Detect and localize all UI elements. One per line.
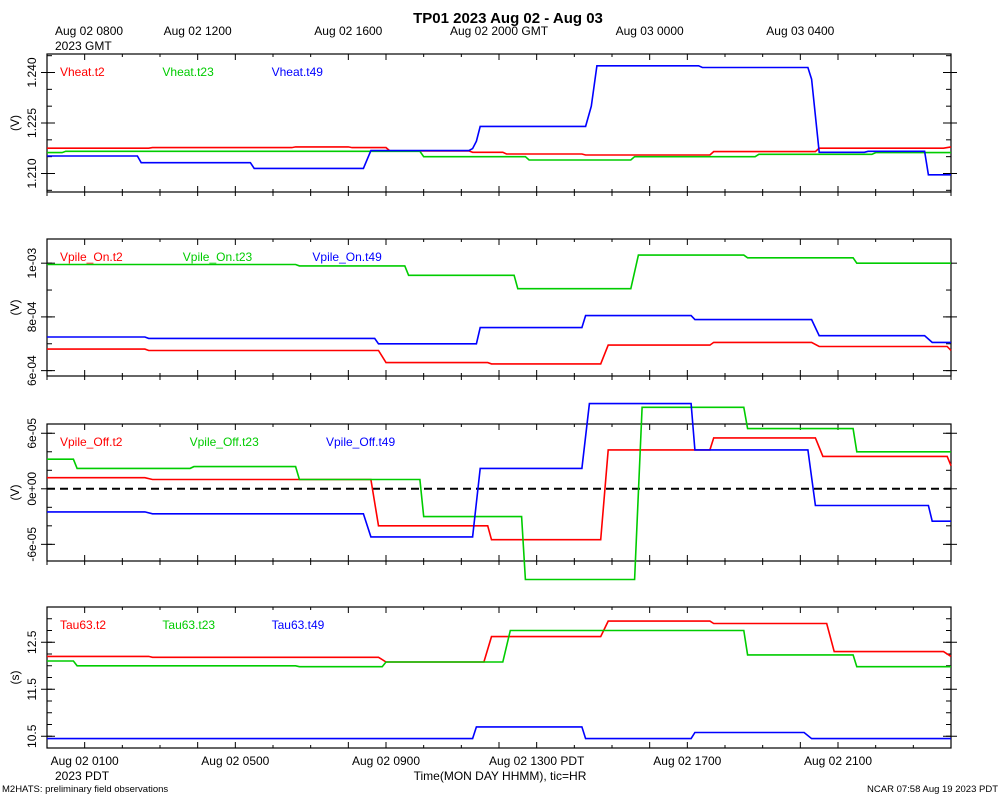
y-tick-label: 11.5 bbox=[25, 678, 39, 701]
series-line-vpile-off-t49 bbox=[47, 402, 951, 538]
series-line-tau63-t2 bbox=[47, 620, 952, 663]
bottom-axis-tick-label: Aug 02 2100 bbox=[804, 754, 872, 768]
y-tick-label: 1.240 bbox=[25, 57, 39, 87]
series-line-vheat-t2 bbox=[47, 146, 952, 156]
legend-entry: Vpile_Off.t23 bbox=[190, 435, 259, 449]
series-line-vpile-on-t2 bbox=[47, 341, 952, 365]
top-axis-tick-label: Aug 02 0800 bbox=[55, 24, 123, 38]
bottom-axis-tick-label: Aug 02 1300 PDT bbox=[489, 754, 585, 768]
series-line-tau63-t49 bbox=[47, 726, 951, 740]
legend-entry: Vpile_On.t2 bbox=[60, 250, 123, 264]
top-axis-tz-label: 2023 GMT bbox=[55, 39, 112, 53]
legend-entry: Vpile_Off.t49 bbox=[326, 435, 395, 449]
panels-group: Aug 02 0800 Aug 02 1200 Aug 02 1600 Aug 02 … bbox=[8, 24, 957, 768]
x-axis-label: Time(MON DAY HHMM), tic=HR bbox=[414, 769, 587, 783]
top-axis-tick-label: Aug 02 1200 bbox=[164, 24, 232, 38]
legend-entry: Vpile_Off.t2 bbox=[60, 435, 123, 449]
legend-entry: Tau63.t49 bbox=[272, 618, 325, 632]
series-line-vpile-on-t23 bbox=[47, 254, 951, 290]
y-tick-label: 1e-03 bbox=[25, 248, 39, 279]
y-tick-label: 6e-04 bbox=[25, 355, 39, 386]
bottom-axis-tz-label: 2023 PDT bbox=[55, 769, 110, 783]
y-tick-label: 0e+00 bbox=[25, 472, 39, 506]
legend-entry: Vpile_On.t49 bbox=[312, 250, 382, 264]
y-tick-label: 1.225 bbox=[25, 108, 39, 138]
series-line-vpile-on-t49 bbox=[47, 314, 951, 345]
top-axis-tick-label: Aug 02 2000 GMT bbox=[450, 24, 549, 38]
bottom-axis-tick-label: Aug 02 0900 bbox=[352, 754, 420, 768]
y-tick-label: -6e-05 bbox=[25, 527, 39, 562]
footer-left-note: M2HATS: preliminary field observations bbox=[2, 784, 168, 795]
legend-entry: Vpile_On.t23 bbox=[183, 250, 253, 264]
legend-entry: Tau63.t2 bbox=[60, 618, 106, 632]
series-line-vpile-off-t2 bbox=[47, 437, 952, 541]
bottom-axis-tick-label: Aug 02 0500 bbox=[201, 754, 269, 768]
series-line-tau63-t23 bbox=[47, 629, 951, 668]
bottom-axis-tick-label: Aug 02 1700 bbox=[653, 754, 721, 768]
y-tick-label: 6e-05 bbox=[25, 418, 39, 449]
bottom-axis-tick-label: Aug 02 0100 bbox=[51, 754, 119, 768]
legend-entry: Vheat.t2 bbox=[60, 65, 105, 79]
y-tick-label: 12.5 bbox=[25, 630, 39, 654]
y-axis-label: (V) bbox=[8, 115, 22, 131]
panel-vheat: 1.210 1.225 1.240 (V) Vheat.t2 Vheat.t23 Vheat… bbox=[8, 53, 957, 196]
y-axis-label: (s) bbox=[8, 671, 22, 685]
y-tick-label: 10.5 bbox=[25, 724, 39, 748]
series-line-vpile-off-t23 bbox=[47, 406, 951, 581]
top-axis-tick-label: Aug 03 0000 bbox=[616, 24, 684, 38]
legend-entry: Vheat.t23 bbox=[162, 65, 214, 79]
series-line-vheat-t49 bbox=[47, 65, 951, 176]
top-axis-tick-label: Aug 02 1600 bbox=[314, 24, 382, 38]
panel-vpile_on: 6e-04 8e-04 1e-03 (V) Vpile_On.t2 Vpile_On.t2… bbox=[8, 238, 957, 386]
y-axis-label: (V) bbox=[8, 485, 22, 501]
y-tick-label: 1.210 bbox=[25, 158, 39, 188]
legend-entry: Tau63.t23 bbox=[162, 618, 215, 632]
series-line-vheat-t23 bbox=[47, 150, 951, 161]
y-axis-label: (V) bbox=[8, 300, 22, 316]
panel-vpile_off: -6e-05 0e+00 6e-05 (V) Vpile_Off.t2 Vpile_Off… bbox=[8, 402, 957, 581]
footer-right-note: NCAR 07:58 Aug 19 2023 PDT bbox=[867, 784, 998, 795]
panel-tau63: 10.5 11.5 12.5 (s) Tau63.t2 Tau63.t23 Tau63.t4… bbox=[8, 606, 957, 749]
legend-entry: Vheat.t49 bbox=[272, 65, 324, 79]
chart-title: TP01 2023 Aug 02 - Aug 03 bbox=[413, 10, 603, 27]
y-tick-label: 8e-04 bbox=[25, 301, 39, 332]
top-axis-tick-label: Aug 03 0400 bbox=[766, 24, 834, 38]
